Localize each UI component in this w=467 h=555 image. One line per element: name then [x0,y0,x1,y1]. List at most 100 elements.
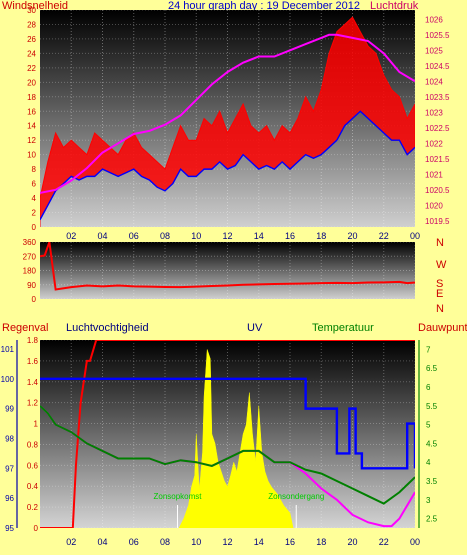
rain-y-tick-label: 0.8 [27,440,39,449]
temperature-y-tick-label: 5 [426,421,431,430]
wind-axis-label: Windsnelheid [2,0,68,12]
temperature-y-tick-label: 4 [426,458,431,467]
wind-y-tick-label: 14 [27,122,36,131]
direction-y-tick-label: 180 [23,267,37,276]
pressure-line [40,33,415,194]
humidity-y-tick-label: 98 [5,434,14,443]
wind-x-tick-label: 04 [97,231,107,241]
rain-x-tick-label: 08 [160,537,170,547]
rain-x-tick-label: 04 [97,537,107,547]
uv-area [178,349,294,528]
humidity-y-tick-label: 99 [5,405,14,414]
wind-y-tick-label: 16 [27,107,36,116]
rain-y-tick-label: 1 [34,420,39,429]
dewpoint-axis-label: Dauwpunt [418,322,467,334]
compass-label: S [436,278,443,290]
pressure-axis-label: Luchtdruk [370,0,419,12]
temperature-axis-label: Temperatuur [312,322,374,334]
rain-axis-label: Regenval [2,322,48,334]
rain-y-tick-label: 1.4 [27,378,39,387]
rain-x-tick-label: 16 [285,537,295,547]
rain-x-tick-label: 22 [379,537,389,547]
sun-marker-label: Zonsondergang [268,492,324,501]
wind-y-tick-label: 26 [27,35,36,44]
rain-line [40,340,415,528]
wind-y-tick-label: 30 [27,6,36,15]
humidity-y-tick-label: 96 [5,494,14,503]
pressure-y-tick-label: 1024.5 [425,62,450,71]
wind-direction-line [40,242,415,291]
wind-x-tick-label: 02 [66,231,76,241]
wind-x-tick-label: 22 [379,231,389,241]
wind-x-tick-label: 18 [316,231,326,241]
pressure-y-tick-label: 1025.5 [425,31,450,40]
wind-y-tick-label: 6 [32,180,37,189]
wind-y-tick-label: 28 [27,20,36,29]
rain-x-tick-label: 18 [316,537,326,547]
wind-y-tick-label: 18 [27,93,36,102]
wind-x-tick-label: 06 [129,231,139,241]
rain-humidity-series: Zonsopkomst Zonsondergang [40,340,415,528]
rain-y-tick-label: 0.4 [27,482,39,491]
pressure-y-tick-label: 1024 [425,77,443,86]
rain-y-tick-label: 0.2 [27,503,39,512]
wind-x-tick-label: 10 [191,231,201,241]
wind-x-tick-label: 08 [160,231,170,241]
pressure-y-tick-label: 1022.5 [425,124,450,133]
rain-x-tick-label: 20 [347,537,357,547]
direction-y-tick-label: 0 [32,295,37,304]
pressure-y-tick-label: 1019.5 [425,217,450,226]
wind-pressure-series [40,16,415,227]
rain-x-tick-label: 02 [66,537,76,547]
wind-y-tick-label: 8 [32,165,37,174]
rain-x-tick-label: 14 [254,537,264,547]
humidity-axis-label: Luchtvochtigheid [66,322,149,334]
wind-y-tick-label: 4 [32,194,37,203]
humidity-y-tick-label: 97 [5,464,14,473]
pressure-y-tick-label: 1021 [425,170,443,179]
wind-x-tick-label: 00 [410,231,420,241]
pressure-y-tick-label: 1026 [425,15,443,24]
compass-label: N [436,303,444,315]
pressure-y-tick-label: 1020.5 [425,186,450,195]
compass-label: E [436,288,443,300]
direction-y-tick-label: 360 [23,238,37,247]
wind-x-tick-label: 14 [254,231,264,241]
sun-marker-label: Zonsopkomst [153,492,202,501]
rain-y-tick-label: 0 [34,524,39,533]
wind-y-tick-label: 0 [32,223,37,232]
rain-x-tick-label: 10 [191,537,201,547]
pressure-y-tick-label: 1023 [425,108,443,117]
wind-direction-panel [40,242,415,299]
temperature-y-tick-label: 4.5 [426,439,438,448]
direction-y-tick-label: 270 [23,252,37,261]
direction-y-tick-label: 90 [27,281,36,290]
wind-y-tick-label: 12 [27,136,36,145]
rain-x-tick-label: 06 [129,537,139,547]
humidity-y-tick-label: 95 [5,524,14,533]
wind-direction-gridlines [40,242,415,299]
temperature-y-tick-label: 7 [426,345,431,354]
compass-label: N [436,237,444,249]
temperature-line [40,405,415,505]
chart-title: 24 hour graph day : 19 December 2012 [168,0,360,12]
rain-x-tick-label: 12 [222,537,232,547]
rain-x-tick-label: 00 [410,537,420,547]
wind-direction-series [40,242,415,291]
pressure-y-tick-label: 1020 [425,201,443,210]
wind-y-tick-label: 10 [27,151,36,160]
temperature-y-tick-label: 3 [426,496,431,505]
rain-y-tick-label: 0.6 [27,461,39,470]
temperature-y-tick-label: 5.5 [426,402,438,411]
pressure-y-tick-label: 1021.5 [425,155,450,164]
temperature-y-tick-label: 3.5 [426,477,438,486]
wind-pressure-axes: 02 04 06 08 10 12 14 16 18 20 22 000246810121416182… [27,6,450,241]
rain-y-tick-label: 1.8 [27,336,39,345]
rain-humidity-axes: 02 04 06 08 10 12 14 16 18 20 22 0000.20.40.60.811.… [1,336,438,547]
wind-x-tick-label: 12 [222,231,232,241]
wind-y-tick-label: 2 [32,209,37,218]
rain-y-tick-label: 1.6 [27,357,39,366]
wind-x-tick-label: 16 [285,231,295,241]
